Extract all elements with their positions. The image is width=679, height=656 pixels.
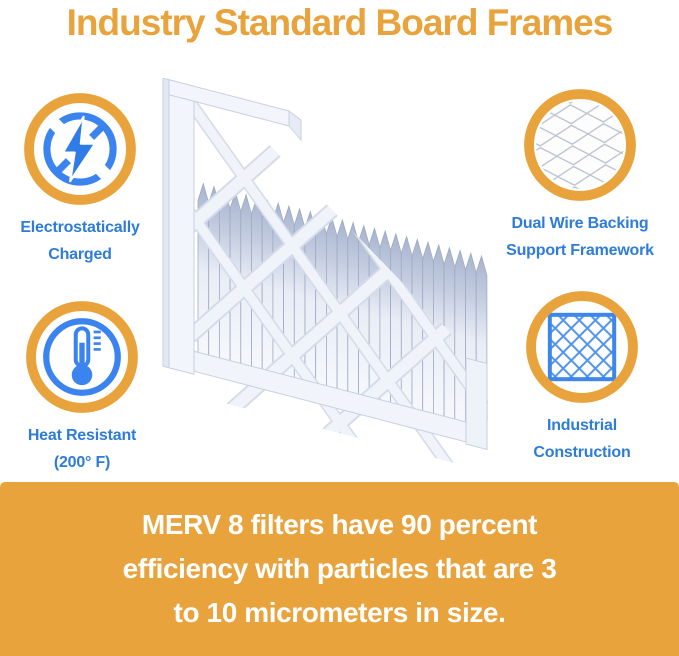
frame-right-cap xyxy=(465,357,488,451)
feature-label-line: Dual Wire Backing xyxy=(511,215,649,232)
banner-line: efficiency with particles that are 3 xyxy=(122,553,557,584)
feature-label-line: Electrostatically xyxy=(20,219,140,236)
feature-label-line: Charged xyxy=(48,246,112,263)
feature-label-line: Construction xyxy=(533,444,631,461)
feature-label-line: Support Framework xyxy=(506,242,654,259)
wire-mesh-icon xyxy=(521,86,639,204)
feature-industrial-construction: Industrial Construction xyxy=(500,288,664,465)
banner-line: to 10 micrometers in size. xyxy=(173,597,506,628)
page-title: Industry Standard Board Frames xyxy=(66,2,614,43)
feature-label-line: Heat Resistant xyxy=(27,427,137,444)
feature-heat-resistant: Heat Resistant (200° F) xyxy=(0,298,164,475)
feature-electrostatically-charged: Electrostatically Charged xyxy=(0,90,162,267)
lightning-icon xyxy=(21,90,139,208)
frame-left-bar xyxy=(168,79,195,375)
merv-info-banner: MERV 8 filters have 90 percent efficienc… xyxy=(0,482,679,656)
frame-top-bar-fold xyxy=(288,110,302,142)
thermometer-icon xyxy=(23,298,141,416)
feature-dual-wire-backing: Dual Wire Backing Support Framework xyxy=(498,86,662,263)
feature-label-line: (200° F) xyxy=(53,454,111,471)
feature-label-line: Industrial xyxy=(546,417,617,434)
banner-line: MERV 8 filters have 90 percent xyxy=(141,509,538,540)
air-filter-illustration xyxy=(158,74,510,474)
diamond-lattice-icon xyxy=(523,288,641,406)
